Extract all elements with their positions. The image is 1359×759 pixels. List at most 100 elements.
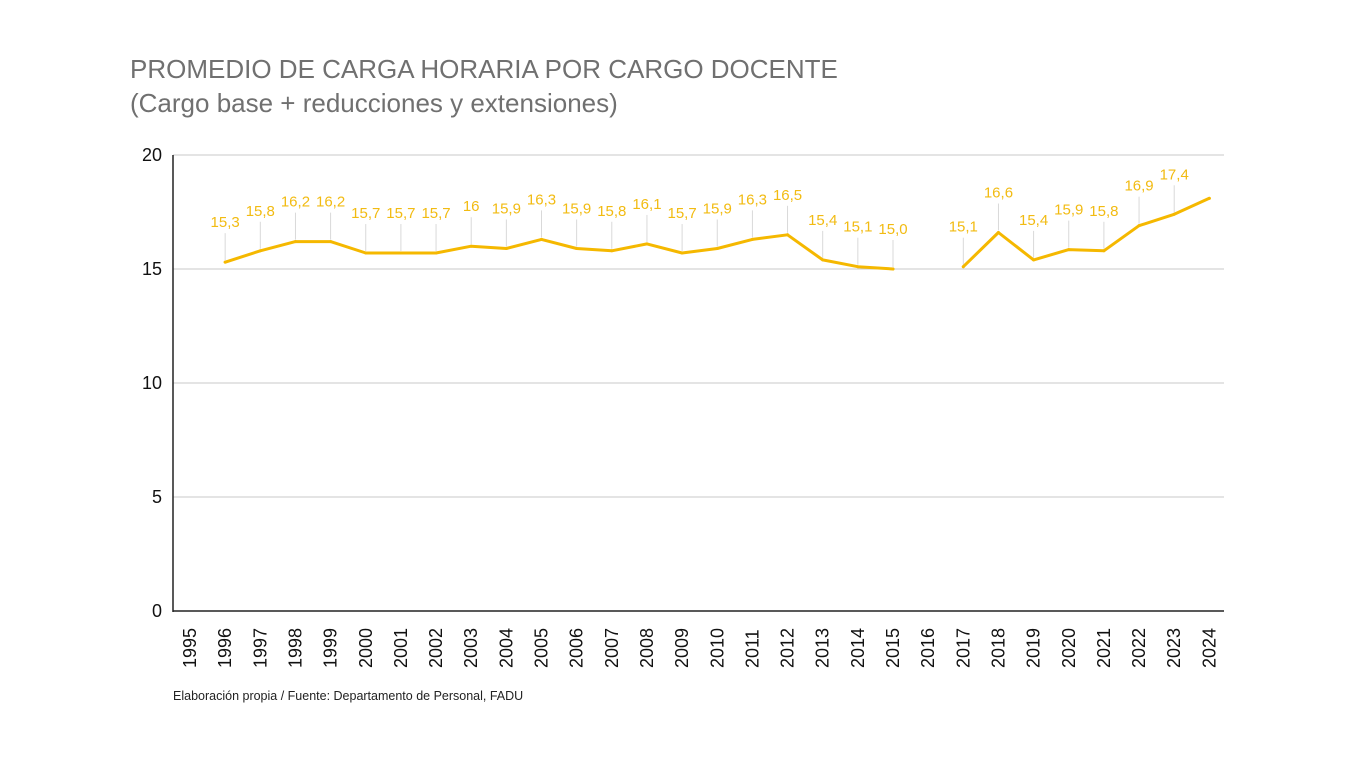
data-label: 16,2 [316, 194, 345, 211]
x-tick-label: 2001 [391, 628, 411, 668]
data-point [1067, 248, 1071, 252]
x-tick-label: 2023 [1164, 628, 1184, 668]
x-tick-label: 2021 [1094, 628, 1114, 668]
x-tick-label: 2003 [461, 628, 481, 668]
data-label: 16,6 [984, 185, 1013, 202]
x-tick-labels: 1995 1996 1997 1998 1999 2000 2001 2002 2003 2004… [180, 628, 1219, 668]
data-point [1207, 196, 1211, 200]
data-point [680, 251, 684, 255]
data-label: 16,2 [281, 194, 310, 211]
label-leaders [224, 185, 1175, 267]
data-point [821, 258, 825, 262]
data-point [1102, 249, 1106, 253]
gridlines [173, 154, 1224, 498]
data-point [399, 251, 403, 255]
data-label: 16,3 [738, 191, 767, 208]
source-note: Elaboración propia / Fuente: Departament… [173, 689, 524, 703]
x-tick-label: 2008 [637, 628, 657, 668]
data-label: 16 [463, 198, 480, 215]
series-line [223, 196, 1211, 271]
data-point [540, 237, 543, 241]
data-point [786, 233, 790, 237]
data-point [258, 249, 262, 253]
data-label: 16,1 [632, 196, 661, 213]
data-label: 15,9 [492, 200, 521, 217]
x-tick-label: 2004 [496, 628, 516, 668]
data-point [715, 246, 719, 250]
x-tick-label: 1998 [285, 628, 305, 668]
x-tick-label: 2016 [918, 628, 938, 668]
data-label: 15,7 [667, 205, 696, 222]
x-tick-label: 1996 [215, 628, 235, 668]
y-tick-label: 15 [142, 259, 162, 279]
data-label: 15,4 [1019, 212, 1048, 229]
x-tick-label: 2012 [778, 628, 798, 668]
data-point [750, 237, 754, 241]
y-tick-label: 5 [152, 487, 162, 507]
x-tick-label: 2002 [426, 628, 446, 668]
chart-title: PROMEDIO DE CARGA HORARIA POR CARGO DOCE… [130, 54, 838, 84]
data-label: 15,4 [808, 212, 837, 229]
data-label: 17,4 [1160, 166, 1189, 183]
data-point [329, 240, 333, 244]
x-tick-label: 2015 [883, 628, 903, 668]
data-point [469, 244, 473, 248]
data-label: 15,0 [878, 221, 907, 238]
data-label: 15,9 [1054, 202, 1083, 219]
data-point [961, 265, 965, 269]
x-tick-label: 2010 [707, 628, 727, 668]
x-tick-label: 2011 [742, 629, 762, 668]
data-label: 15,1 [949, 219, 978, 236]
data-point [610, 249, 614, 253]
x-tick-label: 1999 [321, 628, 341, 668]
data-label: 15,7 [351, 205, 380, 222]
x-tick-label: 1997 [250, 628, 270, 668]
data-label: 15,7 [386, 205, 415, 222]
data-point [504, 246, 508, 250]
data-point [996, 231, 1000, 235]
data-point [293, 240, 297, 244]
data-label: 15,8 [597, 203, 626, 220]
x-tick-label: 2022 [1129, 628, 1149, 668]
data-label: 15,9 [703, 200, 732, 217]
x-tick-label: 2024 [1199, 628, 1219, 668]
data-point [856, 265, 860, 269]
y-tick-labels: 0 5 10 15 20 [142, 145, 162, 621]
x-tick-label: 2017 [953, 628, 973, 668]
data-label: 16,5 [773, 187, 802, 204]
x-tick-label: 2013 [813, 628, 833, 668]
x-tick-label: 2007 [602, 628, 622, 668]
x-tick-label: 2009 [672, 628, 692, 668]
x-tick-label: 2000 [356, 628, 376, 668]
data-label: 15,3 [211, 214, 240, 231]
data-point [575, 246, 579, 250]
series-line-segment [223, 233, 895, 271]
data-point [891, 267, 895, 271]
x-tick-label: 1995 [180, 628, 200, 668]
x-tick-label: 2005 [532, 628, 552, 668]
data-label: 15,8 [1089, 203, 1118, 220]
x-tick-label: 2020 [1059, 628, 1079, 668]
data-point [364, 251, 368, 255]
x-tick-label: 2019 [1024, 628, 1044, 668]
axes [172, 155, 1224, 612]
data-label: 15,9 [562, 200, 591, 217]
chart-subtitle: (Cargo base + reducciones y extensiones) [130, 88, 618, 118]
data-label: 15,7 [421, 205, 450, 222]
x-tick-label: 2018 [988, 628, 1008, 668]
data-labels: 15,3 15,8 16,2 16,2 15,7 15,7 15,7 16 15,9 16,3 15… [211, 166, 1189, 238]
x-tick-label: 2014 [848, 628, 868, 668]
series-line-segment [961, 196, 1211, 269]
y-tick-label: 0 [152, 601, 162, 621]
data-label: 15,8 [246, 203, 275, 220]
data-point [434, 251, 438, 255]
data-label: 16,9 [1124, 178, 1153, 195]
data-label: 16,3 [527, 191, 556, 208]
data-point [1137, 224, 1141, 228]
data-point [645, 242, 649, 246]
data-point [1172, 212, 1176, 216]
x-tick-label: 2006 [567, 628, 587, 668]
y-tick-label: 20 [142, 145, 162, 165]
data-point [223, 260, 227, 264]
